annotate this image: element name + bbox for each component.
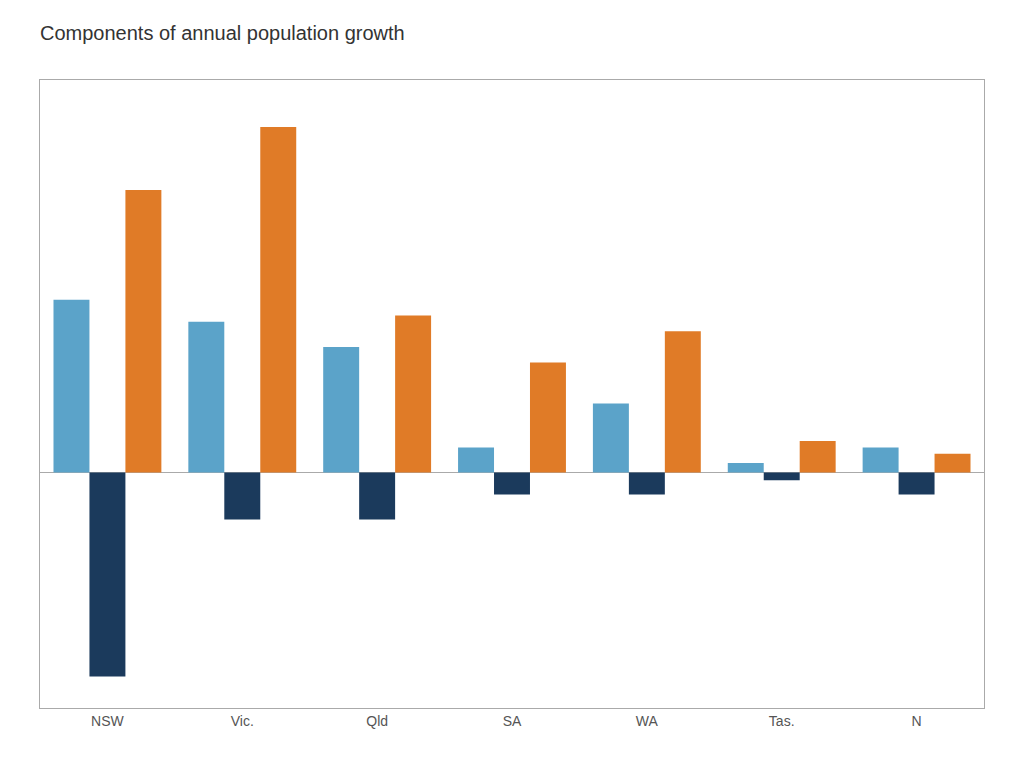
- svg-text:Qld: Qld: [366, 713, 388, 729]
- svg-text:N: N: [912, 713, 922, 729]
- svg-text:SA: SA: [503, 713, 522, 729]
- svg-text:Vic.: Vic.: [231, 713, 254, 729]
- svg-text:WA: WA: [636, 713, 659, 729]
- svg-text:NSW: NSW: [91, 713, 124, 729]
- svg-text:Tas.: Tas.: [769, 713, 795, 729]
- svg-text:Components of annual populatio: Components of annual population growth: [40, 22, 405, 44]
